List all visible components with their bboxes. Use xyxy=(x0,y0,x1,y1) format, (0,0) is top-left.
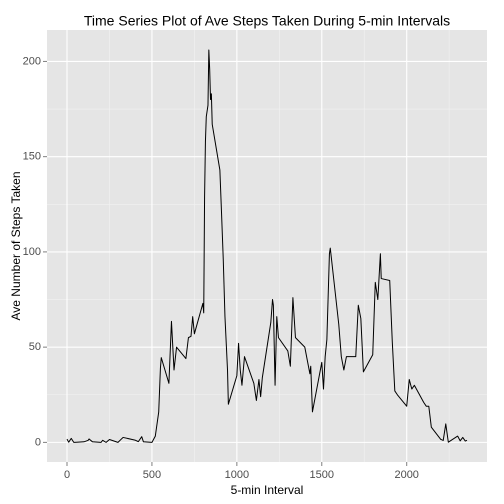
y-tick-label: 0 xyxy=(35,436,41,448)
y-axis-title: Ave Number of Steps Taken xyxy=(9,172,23,321)
grid xyxy=(47,30,487,462)
x-tick-label: 2000 xyxy=(394,469,418,481)
x-tick-label: 0 xyxy=(64,469,70,481)
y-tick-label: 200 xyxy=(23,55,41,67)
x-tick-label: 500 xyxy=(143,469,161,481)
y-tick-label: 150 xyxy=(23,151,41,163)
y-tick-label: 100 xyxy=(23,246,41,258)
marks xyxy=(66,49,468,443)
y-tick-label: 50 xyxy=(29,341,41,353)
x-tick-label: 1500 xyxy=(310,469,334,481)
chart-title: Time Series Plot of Ave Steps Taken Duri… xyxy=(84,13,450,29)
line xyxy=(66,49,468,443)
x-axis-title: 5-min Interval xyxy=(231,483,304,497)
x-tick-label: 1000 xyxy=(225,469,249,481)
panel xyxy=(47,30,487,462)
